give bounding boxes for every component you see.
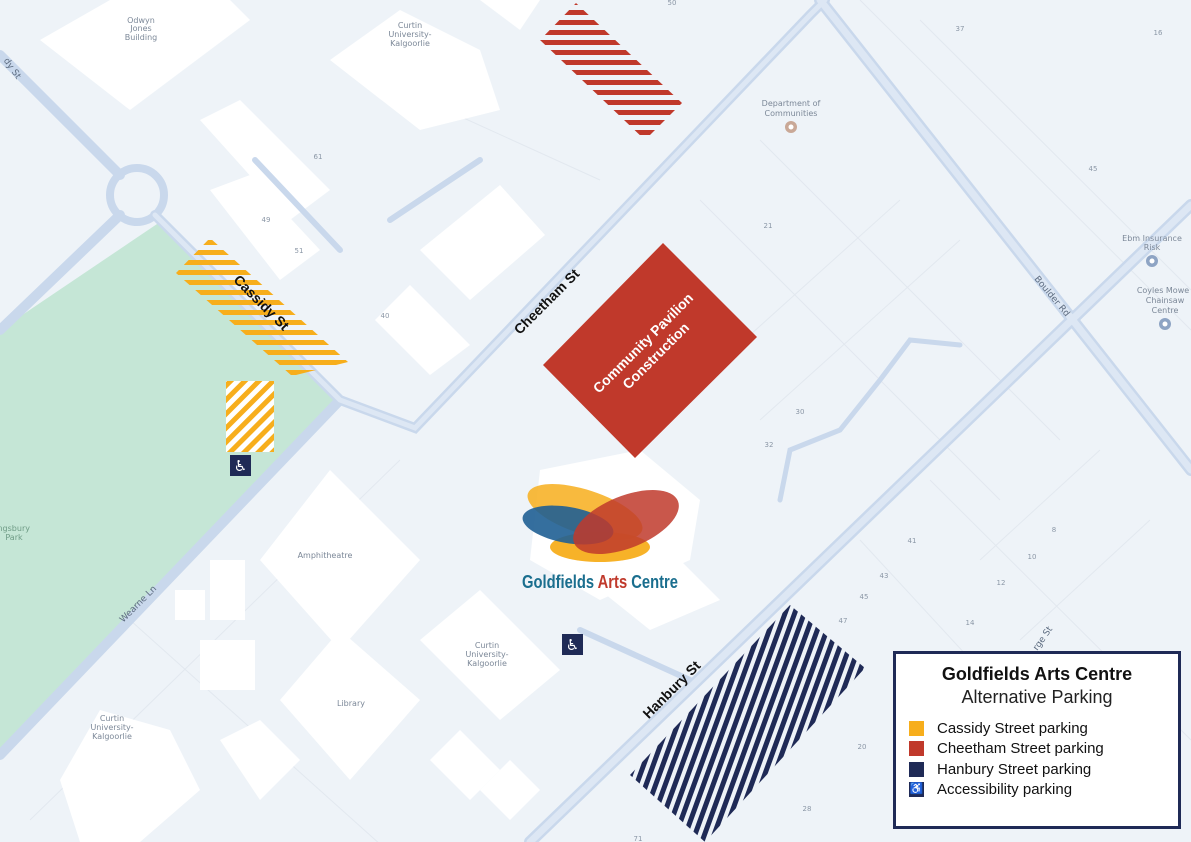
amphitheatre-label: Amphitheatre: [298, 551, 353, 560]
curtin-top-label: University-: [388, 30, 431, 39]
curtin-left-label: Kalgoorlie: [92, 732, 132, 741]
wheelchair-icon[interactable]: ♿: [230, 455, 251, 476]
house-number: 30: [796, 408, 805, 416]
house-number: 14: [966, 619, 975, 627]
park-label: Park: [5, 533, 23, 542]
buildings: [40, 0, 720, 842]
house-number: 71: [634, 835, 643, 842]
house-number: 61: [314, 153, 323, 161]
map-pin-icon[interactable]: [785, 121, 797, 133]
coyles-label: Centre: [1152, 306, 1179, 315]
swatch-hanbury: [909, 761, 924, 777]
swatch-cassidy: [909, 720, 924, 736]
legend-item-accessibility: ♿ Accessibility parking: [909, 780, 1178, 801]
house-number: 8: [1052, 526, 1056, 534]
house-number: 49: [262, 216, 271, 224]
odwyn-label: Odwyn: [127, 16, 155, 25]
house-number: 45: [1089, 165, 1098, 173]
map-pin-icon[interactable]: [1159, 318, 1171, 330]
odwyn-label: Jones: [129, 24, 151, 33]
map-pin-icon[interactable]: [1146, 255, 1158, 267]
coyles-label: Coyles Mowe: [1137, 286, 1189, 295]
legend-item-hanbury: Hanbury Street parking: [909, 759, 1178, 780]
place-labels: Odwyn Jones Building Curtin University- …: [0, 16, 1189, 741]
logo-word-goldfields: Goldfields: [522, 572, 594, 592]
kingsbury-park: [0, 222, 340, 752]
svg-text:♿: ♿: [566, 636, 579, 654]
cassidy-accessible-parking-area[interactable]: [226, 381, 274, 452]
legend-title: Goldfields Arts Centre: [941, 664, 1133, 684]
house-number: 43: [880, 572, 889, 580]
community-pavilion-construction: Community Pavilion Construction: [543, 243, 757, 458]
legend-label: Accessibility parking: [937, 781, 1073, 799]
cassidy-street-parking[interactable]: [176, 238, 348, 376]
house-numbers: 50 37 16 61 49 51 40 21 45 30 32 41 43 45 47 8 10 12 14 20 2…: [262, 0, 1163, 842]
odwyn-label: Building: [125, 33, 157, 42]
logo-word-arts: Arts: [598, 572, 628, 592]
house-number: 51: [295, 247, 304, 255]
legend-label: Hanbury Street parking: [937, 760, 1092, 778]
house-number: 16: [1154, 29, 1163, 37]
house-number: 10: [1028, 553, 1037, 561]
legend-item-cassidy: Cassidy Street parking: [909, 718, 1178, 739]
coyles-label: Chainsaw: [1146, 296, 1185, 305]
park-label: Kingsbury: [0, 524, 30, 533]
house-number: 45: [860, 593, 869, 601]
house-number: 50: [668, 0, 677, 7]
legend-subtitle: Alternative Parking: [961, 687, 1113, 707]
curtin-mid-label: Kalgoorlie: [467, 659, 507, 668]
logo-word-centre: Centre: [631, 572, 678, 592]
house-number: 40: [381, 312, 390, 320]
wheelchair-icon[interactable]: ♿: [562, 634, 583, 655]
legend-label: Cassidy Street parking: [937, 719, 1088, 737]
swatch-cheetham: [909, 741, 924, 757]
legend-item-cheetham: Cheetham Street parking: [909, 739, 1178, 760]
curtin-mid-label: Curtin: [475, 641, 499, 650]
house-number: 32: [765, 441, 774, 449]
cheetham-street-label: Cheetham St: [511, 265, 583, 337]
communities-label: Communities: [765, 109, 818, 118]
legend-label: Cheetham Street parking: [937, 740, 1104, 758]
communities-label: Department of: [762, 99, 821, 108]
house-number: 37: [956, 25, 965, 33]
house-number: 20: [858, 743, 867, 751]
svg-text:Goldfields Arts Ce: Goldfields Arts Centre: [522, 572, 678, 592]
boulder-road-label: Boulder Rd: [1032, 274, 1072, 318]
house-number: 41: [908, 537, 917, 545]
george-street-label: rge St: [1032, 625, 1056, 653]
house-number: 12: [997, 579, 1006, 587]
ebm-label: Ebm Insurance: [1122, 234, 1182, 243]
svg-text:♿: ♿: [234, 457, 247, 475]
curtin-left-label: Curtin: [100, 714, 124, 723]
curtin-left-label: University-: [90, 723, 133, 732]
house-number: 47: [839, 617, 848, 625]
curtin-top-label: Curtin: [398, 21, 422, 30]
house-number: 21: [764, 222, 773, 230]
cheetham-street-parking[interactable]: [540, 3, 682, 140]
legend: Goldfields Arts Centre Alternative Parki…: [893, 651, 1181, 829]
curtin-mid-label: University-: [465, 650, 508, 659]
goldfields-arts-centre-logo[interactable]: Goldfields Arts Centre: [520, 473, 688, 592]
house-number: 28: [803, 805, 812, 813]
curtin-top-label: Kalgoorlie: [390, 39, 430, 48]
hanbury-street-parking[interactable]: [630, 605, 865, 842]
library-label: Library: [337, 699, 365, 708]
ebm-label: Risk: [1144, 243, 1161, 252]
wheelchair-icon: ♿: [909, 782, 924, 798]
